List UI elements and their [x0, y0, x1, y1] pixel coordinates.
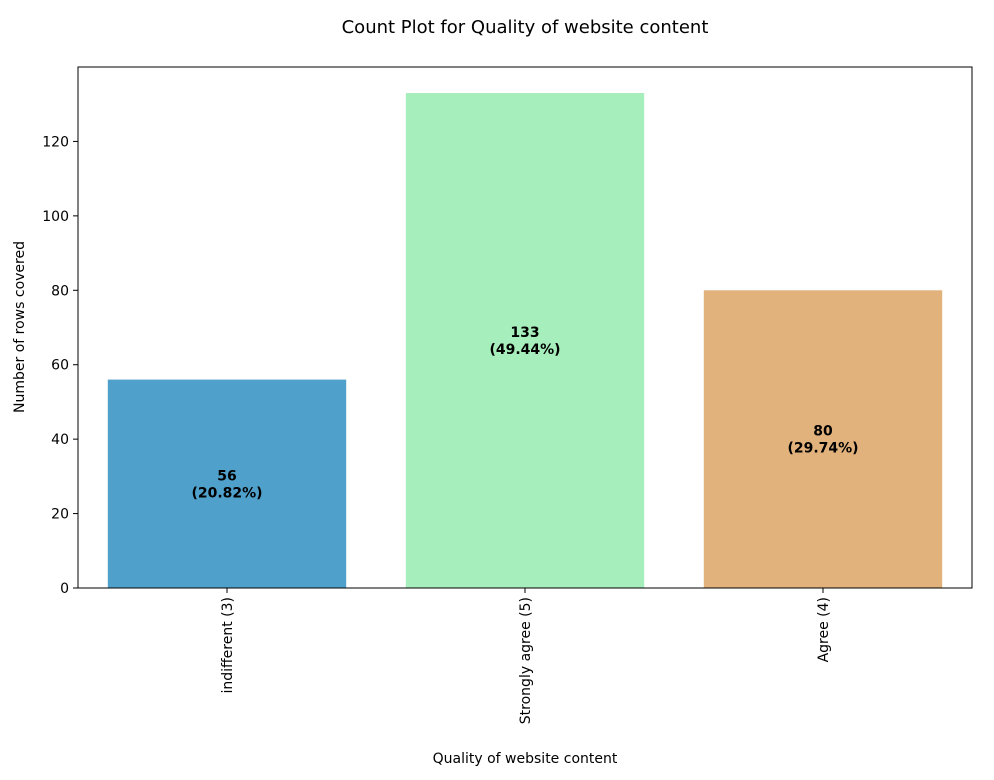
y-tick-label-0: 0 [60, 581, 69, 597]
x-axis: indifferent (3) Strongly agree (5) Agree (… [220, 588, 832, 724]
chart-title: Count Plot for Quality of website conten… [342, 17, 709, 38]
bar-label-0: 56 (20.82%) [191, 468, 262, 501]
y-tick-label-2: 40 [51, 432, 69, 448]
bar-0 [107, 379, 347, 588]
y-tick-label-5: 100 [42, 209, 69, 225]
y-tick-label-4: 80 [51, 283, 69, 299]
bar-label-1: 133 (49.44%) [489, 325, 560, 358]
y-tick-label-6: 120 [42, 134, 69, 150]
x-axis-label: Quality of website content [433, 751, 618, 767]
y-axis: 0 20 40 60 80 100 120 [42, 134, 78, 597]
y-axis-label: Number of rows covered [12, 241, 28, 413]
y-tick-label-1: 20 [51, 507, 69, 523]
plot-area: 56 (20.82%) 133 (49.44%) 80 (29.74%) [107, 93, 943, 589]
x-tick-label-2: Agree (4) [816, 597, 832, 662]
bar-1 [405, 93, 645, 589]
y-tick-label-3: 60 [51, 358, 69, 374]
bar-2 [703, 290, 943, 588]
x-tick-label-1: Strongly agree (5) [518, 597, 534, 724]
plot-frame [77, 66, 973, 589]
bar-label-2: 80 (29.74%) [787, 424, 858, 457]
x-tick-label-0: indifferent (3) [220, 597, 236, 694]
